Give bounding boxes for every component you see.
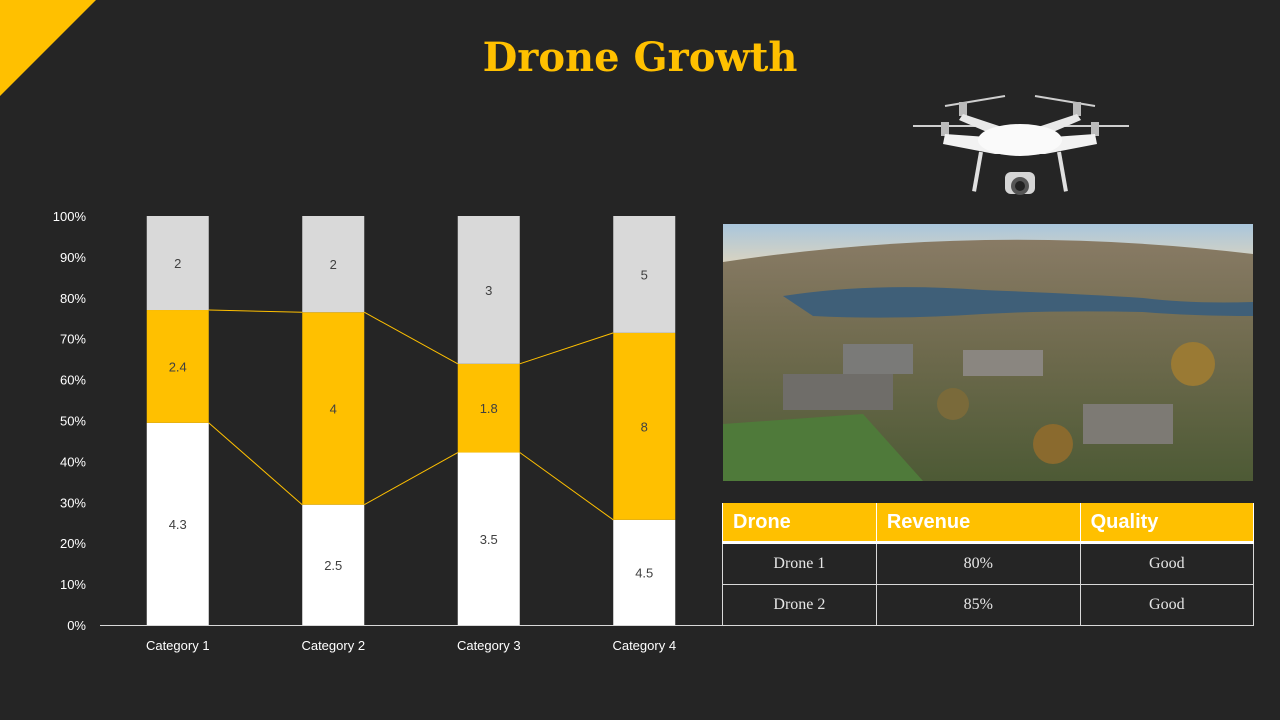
- data-label: 5: [641, 267, 648, 282]
- table-cell: Good: [1079, 542, 1255, 585]
- y-tick-label: 100%: [53, 209, 87, 224]
- y-tick-label: 40%: [60, 454, 86, 469]
- bar-segment: [613, 332, 676, 520]
- bar-segment: [302, 504, 365, 625]
- series-line: [364, 452, 458, 506]
- category-label: Category 3: [457, 638, 521, 653]
- bar-segment: [613, 216, 676, 333]
- y-tick-label: 80%: [60, 291, 86, 306]
- category-label: Category 4: [612, 638, 676, 653]
- slide-title: Drone Growth: [482, 34, 798, 81]
- table-header: Revenue: [875, 503, 1081, 544]
- table-header-row: Drone Revenue Quality: [722, 503, 1255, 544]
- data-label: 4: [330, 401, 337, 416]
- series-line: [364, 311, 458, 365]
- table-cell: 80%: [875, 542, 1081, 585]
- y-tick-label: 60%: [60, 373, 86, 388]
- drone-image: [913, 95, 1129, 195]
- bar-segment: [302, 312, 365, 505]
- data-label: 2.5: [324, 558, 342, 573]
- drone-table: Drone Revenue Quality Drone 1 80% Good D…: [722, 503, 1255, 626]
- bar-segment: [146, 310, 209, 423]
- data-label: 4.5: [635, 565, 653, 580]
- table-cell: Drone 1: [722, 542, 877, 585]
- y-tick-label: 30%: [60, 495, 86, 510]
- corner-accent: [0, 0, 96, 96]
- data-label: 3: [485, 283, 492, 298]
- bar-segment: [146, 422, 209, 625]
- series-line: [208, 309, 303, 313]
- table-header: Drone: [722, 503, 877, 544]
- category-label: Category 2: [301, 638, 365, 653]
- series-line: [519, 332, 614, 365]
- y-tick-label: 20%: [60, 536, 86, 551]
- bar-segment: [457, 452, 520, 625]
- data-label: 2: [330, 257, 337, 272]
- bar-segment: [457, 216, 520, 364]
- data-label: 2.4: [169, 359, 187, 374]
- y-tick-label: 10%: [60, 577, 86, 592]
- table-cell: Drone 2: [722, 584, 877, 626]
- stacked-bar-chart: 0% 10% 20% 30% 40% 50% 60% 70% 80% 90% 100% 4.3 2.4 2…: [53, 209, 722, 653]
- data-label: 4.3: [169, 517, 187, 532]
- table-cell: Good: [1079, 584, 1255, 626]
- data-label: 3.5: [480, 532, 498, 547]
- table-cell: 85%: [875, 584, 1081, 626]
- y-tick-label: 50%: [60, 414, 86, 429]
- y-tick-label: 90%: [60, 250, 86, 265]
- series-line: [208, 422, 303, 506]
- data-label: 8: [641, 419, 648, 434]
- data-label: 1.8: [480, 401, 498, 416]
- category-label: Category 1: [146, 638, 210, 653]
- y-tick-label: 70%: [60, 332, 86, 347]
- series-line: [519, 452, 614, 521]
- data-label: 2: [174, 256, 181, 271]
- table-header: Quality: [1079, 503, 1255, 544]
- bar-segment: [613, 519, 676, 625]
- bar-segment: [146, 216, 209, 311]
- table-row: Drone 2 85% Good: [722, 584, 1255, 626]
- y-tick-label: 0%: [67, 618, 86, 633]
- aerial-photo: [723, 224, 1253, 481]
- bar-segment: [302, 216, 365, 313]
- bar-segment: [457, 363, 520, 453]
- table-row: Drone 1 80% Good: [722, 542, 1255, 585]
